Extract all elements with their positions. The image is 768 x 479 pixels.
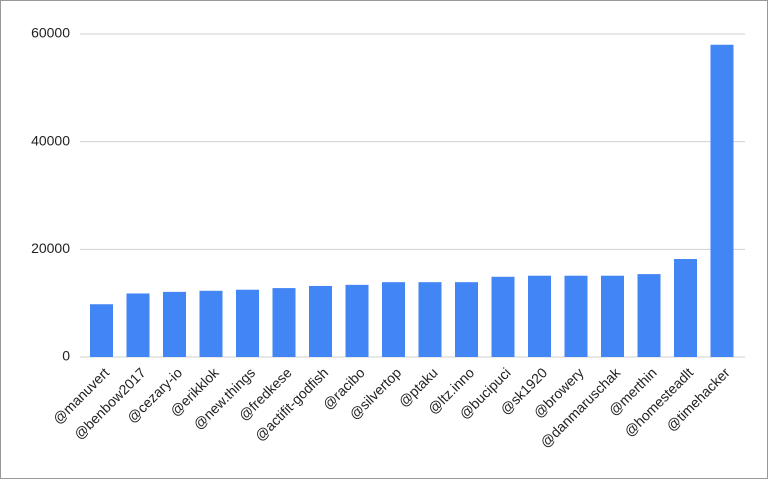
bar bbox=[199, 290, 223, 357]
bar bbox=[674, 259, 697, 357]
y-tick-label: 20000 bbox=[31, 240, 70, 256]
bar bbox=[418, 282, 442, 357]
bar bbox=[90, 304, 113, 357]
bar bbox=[126, 293, 150, 357]
bar bbox=[528, 275, 551, 357]
bar bbox=[637, 274, 661, 357]
bar bbox=[491, 276, 515, 357]
y-tick-label: 40000 bbox=[31, 132, 70, 148]
bar bbox=[382, 282, 405, 357]
bar bbox=[272, 288, 296, 357]
bar bbox=[710, 44, 734, 358]
bar bbox=[455, 282, 478, 357]
bar bbox=[163, 291, 186, 357]
y-tick-label: 60000 bbox=[31, 25, 70, 41]
bar bbox=[309, 285, 332, 357]
bar bbox=[601, 275, 624, 357]
y-tick-label: 0 bbox=[62, 348, 70, 364]
bar bbox=[564, 275, 588, 357]
bar bbox=[236, 289, 259, 357]
bar bbox=[345, 284, 369, 357]
